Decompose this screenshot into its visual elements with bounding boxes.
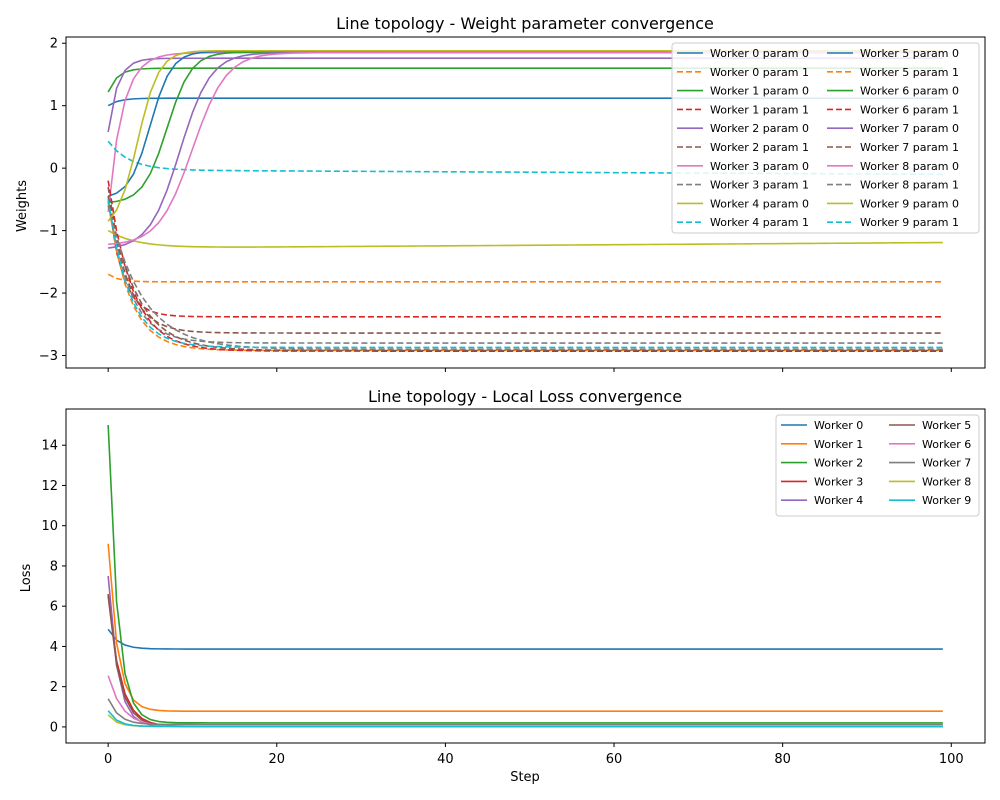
weights-legend-label: Worker 9 param 0 xyxy=(860,197,959,210)
weights-chart: Line topology - Weight parameter converg… xyxy=(15,14,986,372)
weights-y-axis-label: Weights xyxy=(15,180,30,232)
weights-x-ticks xyxy=(107,368,952,372)
loss-plot-area xyxy=(107,425,943,728)
weights-series-line-7 xyxy=(107,196,943,344)
weights-legend-label: Worker 7 param 1 xyxy=(860,141,959,154)
weights-y-tick-label: −2 xyxy=(39,287,58,302)
loss-x-tick-label: 0 xyxy=(104,752,112,767)
loss-x-tick-label: 40 xyxy=(437,752,454,767)
weights-legend-label: Worker 9 param 1 xyxy=(860,216,959,229)
loss-series-line-9 xyxy=(107,710,943,728)
loss-legend: Worker 0 Worker 1 Worker 2 Worker 3 Worker 4… xyxy=(775,414,980,517)
loss-legend-label: Worker 1 xyxy=(814,438,863,451)
loss-x-ticks: 0 20 40 60 80 100 xyxy=(104,743,964,767)
weights-legend-label: Worker 3 param 0 xyxy=(710,160,809,173)
loss-x-tick-label: 100 xyxy=(939,752,964,767)
loss-y-axis-label: Loss xyxy=(19,564,34,593)
loss-series-line-1 xyxy=(107,543,943,713)
loss-legend-label: Worker 9 xyxy=(922,494,971,507)
loss-x-axis-label: Step xyxy=(510,770,540,785)
loss-legend-label: Worker 6 xyxy=(922,438,971,451)
weights-legend: Worker 0 param 0 Worker 0 param 1 Worker 1… xyxy=(671,42,980,234)
weights-legend-label: Worker 1 param 1 xyxy=(710,103,809,116)
weights-legend-label: Worker 6 param 1 xyxy=(860,103,959,116)
weights-series-line-1 xyxy=(107,273,943,283)
weights-legend-label: Worker 8 param 1 xyxy=(860,179,959,192)
weights-legend-label: Worker 0 param 0 xyxy=(710,47,809,60)
weights-legend-label: Worker 6 param 0 xyxy=(860,85,959,98)
loss-series-line-0 xyxy=(107,628,943,650)
weights-y-tick-label: −3 xyxy=(39,349,58,364)
weights-series-line-5 xyxy=(107,186,943,334)
loss-chart-title: Line topology - Local Loss convergence xyxy=(368,387,682,406)
loss-y-ticks: 0 2 4 6 8 10 12 14 xyxy=(41,439,66,735)
loss-legend-label: Worker 3 xyxy=(814,475,863,488)
loss-y-tick-label: 6 xyxy=(50,600,58,615)
weights-series-line-19 xyxy=(107,199,943,349)
loss-y-tick-label: 4 xyxy=(50,640,58,655)
loss-y-tick-label: 0 xyxy=(50,720,58,735)
loss-legend-label: Worker 8 xyxy=(922,475,971,488)
loss-x-tick-label: 20 xyxy=(269,752,286,767)
weights-legend-label: Worker 4 param 1 xyxy=(710,216,809,229)
weights-y-tick-label: 1 xyxy=(50,99,58,114)
loss-legend-box xyxy=(775,414,980,517)
weights-y-ticks: −3 −2 −1 0 1 2 xyxy=(39,37,66,364)
weights-axes-frame xyxy=(65,36,986,369)
weights-series-line-13 xyxy=(107,180,943,352)
loss-x-tick-label: 80 xyxy=(774,752,791,767)
weights-legend-label: Worker 1 param 0 xyxy=(710,85,809,98)
loss-series-line-7 xyxy=(107,698,943,726)
loss-legend-label: Worker 7 xyxy=(922,457,971,470)
weights-series-line-8 xyxy=(107,229,943,248)
weights-legend-label: Worker 2 param 1 xyxy=(710,141,809,154)
weights-legend-box xyxy=(671,42,980,234)
loss-y-tick-label: 10 xyxy=(41,519,58,534)
loss-x-tick-label: 60 xyxy=(606,752,623,767)
weights-legend-label: Worker 4 param 0 xyxy=(710,197,809,210)
weights-legend-label: Worker 2 param 0 xyxy=(710,122,809,135)
weights-legend-label: Worker 5 param 0 xyxy=(860,47,959,60)
weights-series-line-15 xyxy=(107,196,943,352)
loss-series-line-2 xyxy=(107,425,943,724)
loss-y-tick-label: 8 xyxy=(50,559,58,574)
weights-y-tick-label: 2 xyxy=(50,37,58,52)
weights-chart-title: Line topology - Weight parameter converg… xyxy=(336,14,714,33)
loss-y-tick-label: 2 xyxy=(50,680,58,695)
weights-y-tick-label: 0 xyxy=(50,162,58,177)
loss-chart: Line topology - Local Loss convergence L… xyxy=(19,387,986,785)
weights-legend-label: Worker 3 param 1 xyxy=(710,179,809,192)
weights-legend-label: Worker 0 param 1 xyxy=(710,66,809,79)
weights-legend-label: Worker 8 param 0 xyxy=(860,160,959,173)
weights-legend-label: Worker 5 param 1 xyxy=(860,66,959,79)
weights-series-line-3 xyxy=(107,199,943,318)
weights-legend-label: Worker 7 param 0 xyxy=(860,122,959,135)
loss-y-tick-label: 12 xyxy=(41,479,58,494)
loss-legend-label: Worker 5 xyxy=(922,419,971,432)
loss-legend-label: Worker 0 xyxy=(814,419,863,432)
loss-y-tick-label: 14 xyxy=(41,439,58,454)
loss-legend-label: Worker 2 xyxy=(814,457,863,470)
loss-axes-frame xyxy=(65,408,986,744)
weights-y-tick-label: −1 xyxy=(39,224,58,239)
loss-legend-label: Worker 4 xyxy=(814,494,863,507)
